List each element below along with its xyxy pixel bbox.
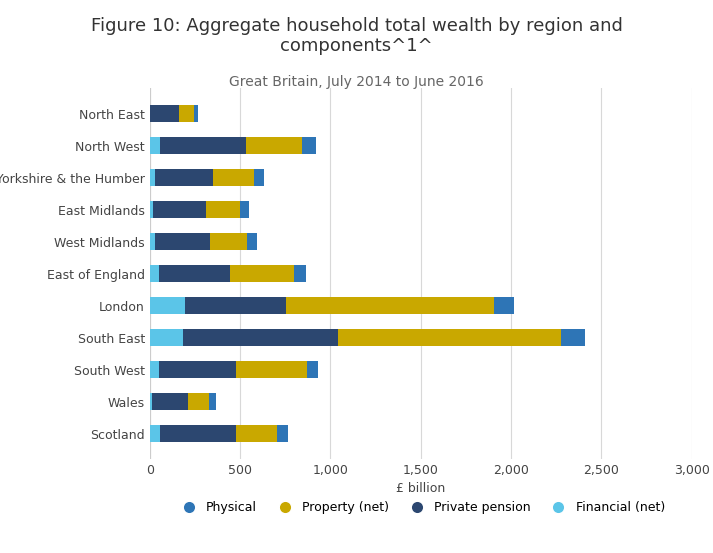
Bar — [150, 425, 160, 442]
Bar — [160, 425, 235, 442]
X-axis label: £ billion: £ billion — [396, 482, 446, 495]
Bar — [235, 362, 307, 378]
Bar — [235, 425, 277, 442]
Bar — [183, 330, 339, 346]
Bar — [150, 394, 153, 410]
Bar — [155, 169, 213, 186]
Text: Figure 10: Aggregate household total wealth by region and
components^1^: Figure 10: Aggregate household total wea… — [91, 17, 622, 55]
Bar — [150, 298, 185, 314]
Bar — [339, 330, 560, 346]
Bar — [210, 233, 247, 250]
Bar — [159, 265, 230, 282]
Bar — [230, 265, 294, 282]
Bar — [206, 201, 240, 218]
Bar — [294, 265, 306, 282]
Bar — [150, 169, 155, 186]
Bar — [560, 330, 585, 346]
Bar — [185, 298, 286, 314]
Bar — [179, 105, 194, 122]
Text: Great Britain, July 2014 to June 2016: Great Britain, July 2014 to June 2016 — [229, 75, 484, 88]
Bar — [302, 137, 316, 154]
Legend: Physical, Property (net), Private pension, Financial (net): Physical, Property (net), Private pensio… — [171, 497, 670, 519]
Bar — [194, 105, 198, 122]
Bar — [494, 298, 513, 314]
Bar — [150, 362, 159, 378]
Bar — [188, 394, 210, 410]
Bar — [159, 362, 235, 378]
Bar — [150, 265, 159, 282]
Bar — [286, 298, 494, 314]
Bar — [307, 362, 318, 378]
Bar — [213, 169, 254, 186]
Bar — [240, 201, 249, 218]
Bar — [277, 425, 288, 442]
Bar — [247, 233, 257, 250]
Bar — [150, 233, 155, 250]
Bar — [160, 137, 247, 154]
Bar — [247, 137, 302, 154]
Bar — [155, 233, 210, 250]
Bar — [210, 394, 215, 410]
Bar — [150, 330, 183, 346]
Bar — [150, 105, 179, 122]
Bar — [153, 394, 188, 410]
Bar — [150, 137, 160, 154]
Bar — [150, 201, 153, 218]
Bar — [254, 169, 264, 186]
Bar — [153, 201, 206, 218]
